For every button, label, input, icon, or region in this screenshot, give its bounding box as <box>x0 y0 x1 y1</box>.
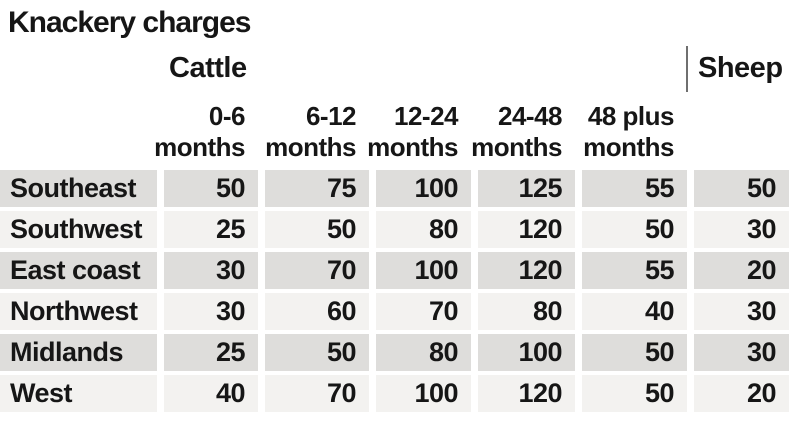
column-header-48-plus-months: 48 plus months <box>582 98 687 166</box>
cell-east-coast-48-plus: 55 <box>582 252 687 289</box>
column-header-range: 12-24 <box>394 100 459 131</box>
cell-east-coast-24-48: 120 <box>478 252 575 289</box>
column-header-unit: months <box>265 132 356 163</box>
row-label-east-coast: East coast <box>0 252 157 289</box>
cell-southwest-24-48: 120 <box>478 211 575 248</box>
cell-northwest-48-plus: 40 <box>582 293 687 330</box>
cattle-sheep-divider <box>686 46 688 92</box>
cell-northwest-24-48: 80 <box>478 293 575 330</box>
cell-northwest-6-12: 60 <box>265 293 369 330</box>
column-header-0-6-months: 0-6 months <box>154 98 258 166</box>
row-label-northwest: Northwest <box>0 293 157 330</box>
cell-east-coast-6-12: 70 <box>265 252 369 289</box>
column-group-cattle: Cattle <box>169 52 247 84</box>
page-title: Knackery charges <box>8 6 251 39</box>
cell-southwest-6-12: 50 <box>265 211 369 248</box>
column-header-unit: months <box>583 132 674 163</box>
cell-west-sheep: 20 <box>694 375 789 412</box>
cell-west-0-6: 40 <box>164 375 258 412</box>
cell-west-48-plus: 50 <box>582 375 687 412</box>
cell-midlands-12-24: 80 <box>376 334 471 371</box>
cell-west-6-12: 70 <box>265 375 369 412</box>
cell-southwest-48-plus: 50 <box>582 211 687 248</box>
column-header-range: 6-12 <box>305 100 357 131</box>
cell-midlands-48-plus: 50 <box>582 334 687 371</box>
column-header-unit: months <box>471 132 562 163</box>
cell-midlands-24-48: 100 <box>478 334 575 371</box>
column-header-6-12-months: 6-12 months <box>265 98 369 166</box>
cell-southwest-sheep: 30 <box>694 211 789 248</box>
column-group-sheep: Sheep <box>698 52 783 84</box>
cell-southeast-sheep: 50 <box>694 170 789 207</box>
cell-midlands-0-6: 25 <box>164 334 258 371</box>
column-header-range: 24-48 <box>498 100 563 131</box>
cell-southeast-6-12: 75 <box>265 170 369 207</box>
cell-east-coast-0-6: 30 <box>164 252 258 289</box>
cell-east-coast-sheep: 20 <box>694 252 789 289</box>
cell-midlands-6-12: 50 <box>265 334 369 371</box>
header-spacer <box>0 98 157 166</box>
cell-west-12-24: 100 <box>376 375 471 412</box>
cell-northwest-12-24: 70 <box>376 293 471 330</box>
charges-table: 0-6 months 6-12 months 12-24 months 24-4… <box>0 98 789 412</box>
row-label-midlands: Midlands <box>0 334 157 371</box>
column-header-12-24-months: 12-24 months <box>367 98 471 166</box>
row-label-southeast: Southeast <box>0 170 157 207</box>
cell-southeast-48-plus: 55 <box>582 170 687 207</box>
column-header-unit: months <box>367 132 458 163</box>
cell-southeast-0-6: 50 <box>164 170 258 207</box>
cell-southwest-0-6: 25 <box>164 211 258 248</box>
column-header-range: 48 plus <box>587 100 675 131</box>
cell-southeast-12-24: 100 <box>376 170 471 207</box>
column-header-range: 0-6 <box>208 100 246 131</box>
cell-southwest-12-24: 80 <box>376 211 471 248</box>
column-header-unit: months <box>154 132 245 163</box>
row-label-southwest: Southwest <box>0 211 157 248</box>
cell-east-coast-12-24: 100 <box>376 252 471 289</box>
header-spacer <box>694 98 789 166</box>
cell-northwest-sheep: 30 <box>694 293 789 330</box>
cell-northwest-0-6: 30 <box>164 293 258 330</box>
row-label-west: West <box>0 375 157 412</box>
cell-southeast-24-48: 125 <box>478 170 575 207</box>
column-header-24-48-months: 24-48 months <box>471 98 575 166</box>
cell-west-24-48: 120 <box>478 375 575 412</box>
cell-midlands-sheep: 30 <box>694 334 789 371</box>
